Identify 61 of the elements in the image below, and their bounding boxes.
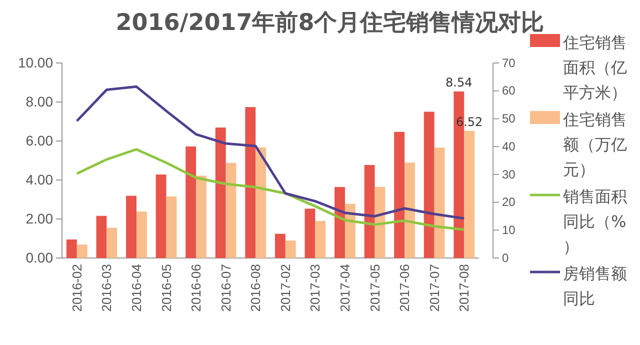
x-tick-label: 2017-03 xyxy=(308,264,323,312)
y2-tick-label: 30 xyxy=(502,167,516,182)
bar xyxy=(424,112,434,258)
legend-label: 住宅销售面积（亿平方米） xyxy=(562,33,627,102)
y2-tick-label: 50 xyxy=(502,112,516,126)
bar xyxy=(304,208,316,258)
x-tick-label: 2016-04 xyxy=(129,264,144,312)
bar xyxy=(96,216,107,258)
x-tick-label: 2016-08 xyxy=(248,264,264,312)
bar xyxy=(315,220,326,258)
bar xyxy=(76,244,88,258)
bar xyxy=(245,107,256,258)
x-tick-label: 2016-06 xyxy=(188,264,204,312)
bar xyxy=(66,239,77,258)
legend-label: 房销售额同比 xyxy=(563,264,627,308)
y2-tick-label: 60 xyxy=(502,84,516,98)
y-tick-label: 2.00 xyxy=(26,210,54,226)
bar xyxy=(404,162,415,258)
y2-tick-label: 70 xyxy=(502,56,516,70)
bar xyxy=(344,204,356,258)
bar xyxy=(215,128,226,258)
bar xyxy=(156,174,166,258)
x-tick-label: 2017-08 xyxy=(456,264,472,312)
bar xyxy=(364,164,375,258)
x-tick-label: 2016-02 xyxy=(69,264,84,312)
bar xyxy=(434,148,445,258)
y-tick-label: 0.00 xyxy=(26,249,54,266)
bar xyxy=(136,212,147,258)
x-tick-label: 2017-05 xyxy=(367,264,382,312)
bar xyxy=(334,187,345,258)
bar xyxy=(166,196,177,258)
legend-label: 销售面积同比（%） xyxy=(562,187,627,256)
x-tick-label: 2016-03 xyxy=(99,264,114,312)
bar xyxy=(226,162,236,258)
x-tick-label: 2017-07 xyxy=(426,264,442,312)
y2-tick-label: 10 xyxy=(502,222,516,237)
bar xyxy=(274,234,286,258)
y2-tick-label: 0 xyxy=(502,250,509,265)
x-tick-label: 2017-02 xyxy=(278,264,293,312)
chart-title: 2016/2017年前8个月住宅销售情况对比 xyxy=(116,9,544,36)
bar xyxy=(285,240,296,258)
bar xyxy=(464,130,475,258)
x-tick-label: 2017-04 xyxy=(338,264,353,312)
y2-tick-label: 20 xyxy=(502,195,516,210)
y-tick-label: 10.00 xyxy=(18,54,54,70)
bar xyxy=(106,228,118,258)
legend-label: 住宅销售额（万亿元） xyxy=(562,110,627,179)
bar xyxy=(196,176,206,258)
bar xyxy=(394,132,405,258)
y-tick-label: 6.00 xyxy=(26,132,54,148)
line-series xyxy=(76,148,466,231)
bar xyxy=(126,196,136,258)
y-tick-label: 4.00 xyxy=(26,171,54,188)
bar xyxy=(186,146,196,258)
data-label: 8.54 xyxy=(446,75,472,90)
x-tick-label: 2016-07 xyxy=(218,264,234,312)
bar xyxy=(256,147,266,258)
y2-tick-label: 40 xyxy=(502,139,516,154)
y-tick-label: 8.00 xyxy=(26,93,54,110)
x-tick-label: 2016-05 xyxy=(158,264,174,312)
x-tick-label: 2017-06 xyxy=(397,264,412,312)
